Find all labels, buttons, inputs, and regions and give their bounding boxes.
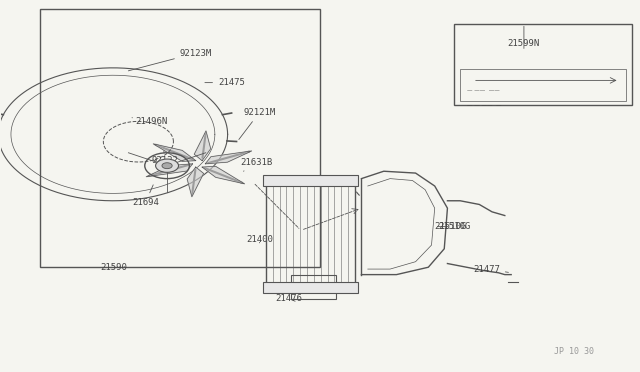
Text: 21631B: 21631B — [241, 157, 273, 171]
Text: — ——  ——: — —— —— — [467, 88, 499, 93]
Text: 21496N: 21496N — [132, 117, 168, 126]
Text: 21475: 21475 — [205, 78, 245, 87]
Text: 21476: 21476 — [275, 294, 302, 303]
Circle shape — [156, 159, 179, 172]
FancyBboxPatch shape — [262, 175, 358, 186]
Text: 21599N: 21599N — [508, 39, 540, 48]
Text: 21590: 21590 — [100, 263, 127, 272]
Polygon shape — [153, 144, 196, 161]
Text: 21510G: 21510G — [435, 222, 467, 231]
Text: 92123M: 92123M — [129, 49, 212, 71]
Text: — — ——  —: — — —— — — [467, 103, 501, 108]
FancyBboxPatch shape — [262, 282, 358, 293]
Text: 92121M: 92121M — [239, 108, 276, 140]
Polygon shape — [202, 166, 244, 184]
Text: 21510G: 21510G — [438, 222, 470, 231]
Text: 21694: 21694 — [132, 185, 159, 207]
Polygon shape — [187, 167, 204, 197]
Text: 21477: 21477 — [473, 264, 508, 273]
Text: 21400: 21400 — [246, 235, 273, 244]
Circle shape — [162, 163, 172, 169]
Polygon shape — [205, 151, 252, 164]
Polygon shape — [146, 164, 193, 177]
Text: JP 10 30: JP 10 30 — [554, 347, 594, 356]
Text: 92122: 92122 — [151, 151, 178, 165]
Polygon shape — [194, 131, 211, 161]
